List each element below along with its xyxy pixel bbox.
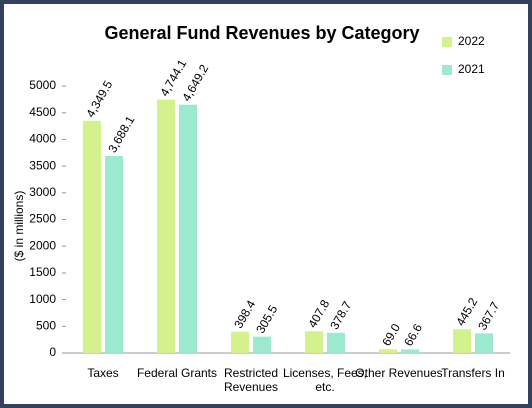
bar <box>379 349 397 353</box>
chart: General Fund Revenues by Category ($ in … <box>12 23 510 359</box>
x-tick-label: Taxes <box>87 366 119 380</box>
value-label: 66.6 <box>401 321 425 349</box>
value-label: 4,349.5 <box>83 78 115 120</box>
bar <box>253 336 271 353</box>
chart-title: General Fund Revenues by Category <box>104 23 419 43</box>
bar <box>453 329 471 353</box>
y-tick-label: 4000 <box>29 132 56 146</box>
x-tick-label: Restricted Revenues <box>223 366 279 394</box>
y-tick-label: 2500 <box>29 212 56 226</box>
value-label: 367.7 <box>475 299 502 332</box>
legend-label: 2022 <box>458 34 485 48</box>
y-tick-label: 0 <box>49 345 56 359</box>
y-axis-title: ($ in millions) <box>12 191 26 262</box>
bar <box>231 331 249 353</box>
bar <box>83 120 101 354</box>
bar <box>105 156 123 353</box>
y-tick-label: 3000 <box>29 185 56 199</box>
x-tick-label: Other Revenues <box>355 366 443 380</box>
legend-swatch <box>442 37 452 47</box>
bar <box>305 331 323 353</box>
y-tick-label: 4500 <box>29 105 56 119</box>
bar <box>179 104 197 353</box>
bar <box>475 333 493 353</box>
x-tick-label: Transfers In <box>441 366 505 380</box>
y-tick-label: 500 <box>36 318 56 332</box>
y-tick-label: 1500 <box>29 265 56 279</box>
y-tick-label: 1000 <box>29 292 56 306</box>
bar <box>157 99 175 353</box>
y-tick-label: 2000 <box>29 238 56 252</box>
value-label: 378.7 <box>327 299 354 332</box>
legend-swatch <box>442 65 452 75</box>
y-tick-label: 5000 <box>29 78 56 92</box>
x-tick-label: Federal Grants <box>136 366 218 380</box>
y-tick-label: 3500 <box>29 158 56 172</box>
value-label: 305.5 <box>253 302 280 335</box>
value-label: 3,688.1 <box>105 113 137 155</box>
x-tick-label: Licenses, Fees, etc. <box>282 366 368 394</box>
value-label: 69.0 <box>379 321 403 349</box>
bar <box>327 332 345 353</box>
bar <box>401 349 419 353</box>
legend-label: 2021 <box>458 62 485 76</box>
